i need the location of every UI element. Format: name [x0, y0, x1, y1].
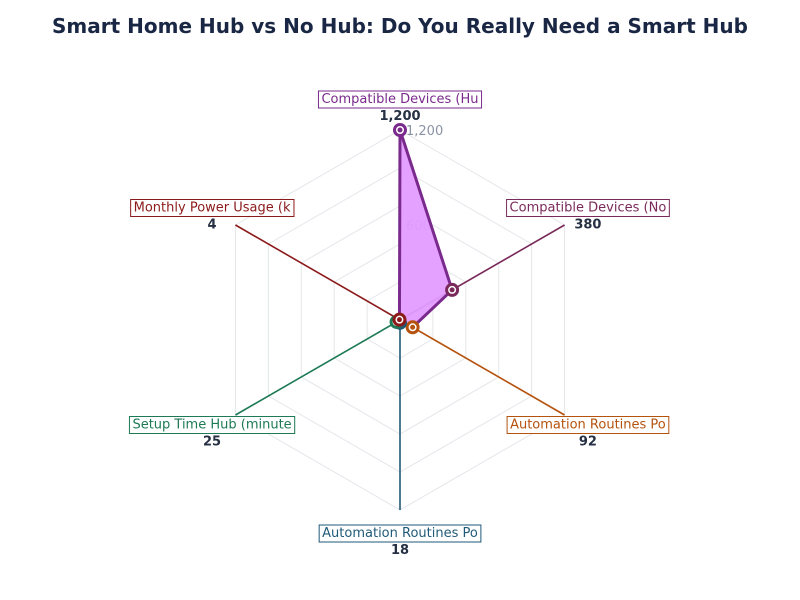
- axis-label: Automation Routines Po: [322, 526, 478, 541]
- axis-line: [235, 224, 401, 321]
- axis-label-box: [506, 416, 670, 434]
- axis-line: [399, 319, 565, 416]
- data-point-core: [397, 127, 403, 133]
- chart-title: Smart Home Hub vs No Hub: Do You Really …: [52, 14, 748, 38]
- axis-label-box: [130, 199, 295, 217]
- value-label: 92: [579, 435, 597, 450]
- data-area: [395, 128, 454, 329]
- axis-label: Monthly Power Usage (k: [134, 201, 291, 216]
- axis-label-box: [128, 416, 296, 434]
- axis-label-box: [317, 90, 483, 109]
- data-point-core: [410, 324, 416, 330]
- data-point-core: [396, 317, 402, 323]
- data-point-core: [449, 287, 455, 293]
- axis-label: Automation Routines Po: [510, 418, 666, 433]
- value-label: 4: [208, 218, 217, 233]
- axis-label-box: [318, 524, 482, 543]
- axis-label: Setup Time Hub (minute: [132, 418, 291, 433]
- value-label: 380: [574, 218, 601, 233]
- value-label: 25: [203, 435, 221, 450]
- axis-label-box: [506, 199, 670, 217]
- axis-label: Compatible Devices (No: [510, 201, 667, 216]
- value-label: 18: [391, 543, 409, 558]
- value-label: 1,200: [379, 109, 420, 124]
- radial-tick-label: 1,200: [406, 124, 443, 139]
- axis-line: [235, 319, 401, 416]
- axis-label: Compatible Devices (Hu: [321, 92, 478, 107]
